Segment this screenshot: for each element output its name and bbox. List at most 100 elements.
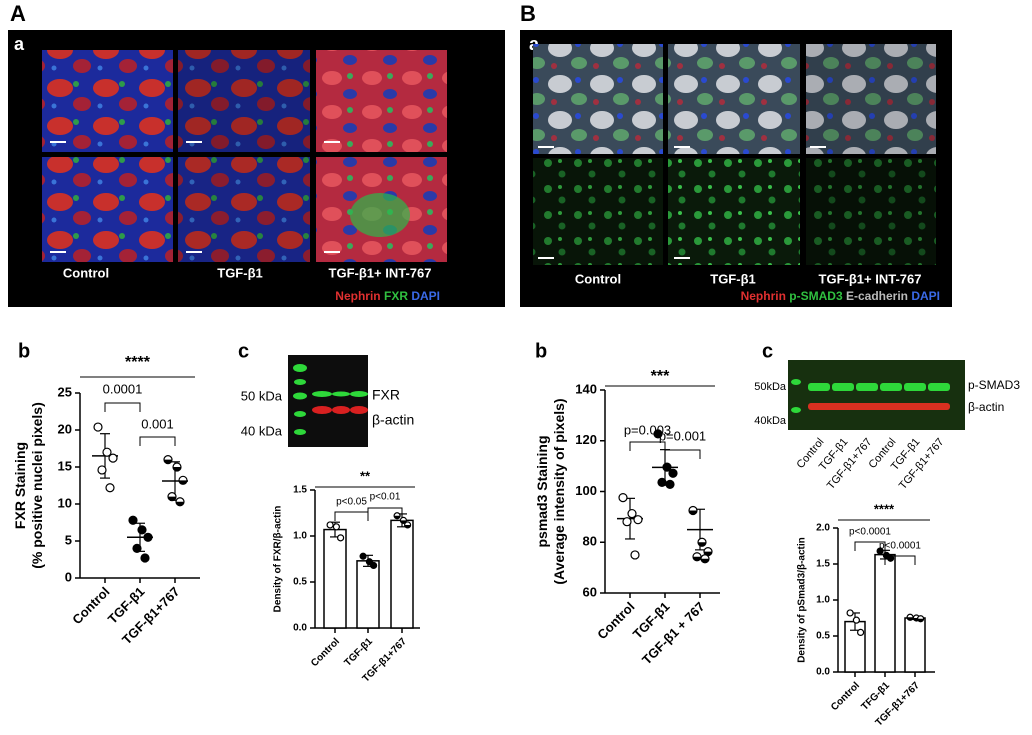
y-tick-label: 60 xyxy=(583,584,597,599)
significance-bracket xyxy=(629,441,666,451)
y-tick-label: 1.5 xyxy=(293,485,307,496)
sub-letter: a xyxy=(14,34,25,54)
data-point xyxy=(326,521,334,529)
point-half xyxy=(404,524,411,528)
data-point xyxy=(108,453,118,463)
significance-label: p<0.01 xyxy=(370,492,401,503)
legend-entry: DAPI xyxy=(911,289,940,303)
point-half xyxy=(164,459,172,464)
bar xyxy=(323,528,347,629)
data-point xyxy=(359,552,367,560)
point-half xyxy=(698,542,706,547)
micrographs xyxy=(42,50,447,262)
data-point xyxy=(852,616,861,624)
significance-label: p<0.0001 xyxy=(849,527,891,538)
micrographs xyxy=(533,44,936,265)
significance-label: **** xyxy=(125,354,151,371)
condition-label: Control xyxy=(575,271,621,286)
data-point xyxy=(175,497,185,507)
y-tick-label: 0.5 xyxy=(293,577,307,588)
band-label: FXR xyxy=(372,387,400,403)
y-tick-label: 1.0 xyxy=(293,531,307,542)
data-point xyxy=(105,483,115,493)
y-axis-label: (% positive nuclei pixels) xyxy=(29,402,45,569)
stain-legend: Nephrin p-SMAD3 E-cadherin DAPI xyxy=(741,289,940,303)
panel-letter: B xyxy=(520,1,536,26)
point-half xyxy=(168,496,176,501)
data-point xyxy=(618,492,628,503)
significance-bracket xyxy=(104,402,141,412)
y-tick-label: 15 xyxy=(58,458,72,473)
significance-bracket xyxy=(139,436,176,446)
y-tick-label: 0.0 xyxy=(816,667,830,678)
data-point xyxy=(128,515,138,525)
data-point xyxy=(662,462,672,472)
stain-legend: Nephrin FXR DAPI xyxy=(335,289,440,303)
data-point xyxy=(916,615,925,623)
data-point xyxy=(665,479,675,489)
legend-entry: E-cadherin xyxy=(846,289,908,303)
band-label: β-actin xyxy=(968,400,1004,414)
bar xyxy=(356,560,380,629)
y-tick-label: 1.0 xyxy=(816,595,830,606)
data-point xyxy=(688,505,698,516)
band-label: p-SMAD3 xyxy=(968,378,1020,392)
western-blot xyxy=(788,360,965,430)
condition-label: Control xyxy=(63,265,109,280)
significance-bracket xyxy=(664,449,701,459)
legend-entry: Nephrin xyxy=(741,289,786,303)
point-half xyxy=(693,556,701,561)
data-point xyxy=(633,515,643,525)
data-point xyxy=(97,465,107,475)
y-tick-label: 5 xyxy=(65,532,72,547)
data-point xyxy=(93,422,103,432)
data-point xyxy=(692,552,702,562)
y-axis-label: Density of pSmad3/β-actin xyxy=(797,537,808,663)
y-tick-label: 0.0 xyxy=(293,623,307,634)
significance-label: p=0.003 xyxy=(624,422,671,437)
data-point xyxy=(143,532,153,542)
data-point xyxy=(132,543,142,554)
y-tick-label: 100 xyxy=(575,483,597,498)
y-tick-label: 10 xyxy=(58,495,72,510)
legend-entry: FXR xyxy=(384,289,408,303)
marker-label: 40kDa xyxy=(754,415,787,427)
condition-label: TGF-β1+ INT-767 xyxy=(329,265,432,280)
data-point xyxy=(140,553,150,563)
significance-bracket xyxy=(884,555,916,565)
y-tick-label: 120 xyxy=(575,432,597,447)
legend-entry: p-SMAD3 xyxy=(789,289,843,303)
legend-entry: DAPI xyxy=(411,289,440,303)
data-point xyxy=(876,547,884,555)
y-axis-label: (Average intensity of pixels) xyxy=(551,398,567,584)
marker-label: 40 kDa xyxy=(241,423,283,438)
point-half xyxy=(173,467,181,471)
point-half xyxy=(394,515,401,519)
data-point xyxy=(700,554,710,564)
marker-label: 50 kDa xyxy=(241,388,283,403)
point-half xyxy=(917,618,924,622)
y-tick-label: 1.5 xyxy=(816,559,830,570)
data-point xyxy=(337,534,345,542)
data-point xyxy=(906,613,914,621)
y-tick-label: 0.5 xyxy=(816,631,830,642)
y-tick-label: 140 xyxy=(575,381,597,396)
data-point xyxy=(332,523,340,531)
panel-letter: b xyxy=(18,340,30,362)
data-point xyxy=(393,512,401,520)
sub-letter: a xyxy=(529,34,540,54)
western-blot xyxy=(288,355,368,447)
y-tick-label: 20 xyxy=(58,421,72,436)
significance-label: 0.0001 xyxy=(103,381,143,396)
y-tick-label: 80 xyxy=(583,534,597,549)
significance-bracket xyxy=(854,541,886,551)
data-point xyxy=(630,550,640,560)
data-point xyxy=(668,468,678,478)
point-half xyxy=(176,501,184,506)
data-point xyxy=(172,462,182,472)
point-half xyxy=(179,480,187,485)
condition-label: TGF-β1 xyxy=(710,271,756,286)
data-point xyxy=(846,609,854,617)
bar xyxy=(904,617,926,673)
